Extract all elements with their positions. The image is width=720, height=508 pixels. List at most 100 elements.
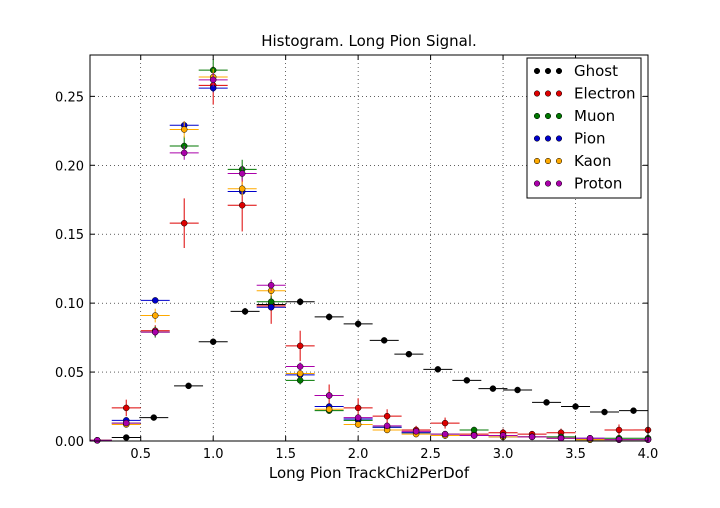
legend-label: Pion bbox=[574, 130, 606, 148]
legend-marker bbox=[533, 157, 541, 165]
data-point bbox=[238, 185, 246, 192]
data-point bbox=[463, 377, 471, 384]
data-point bbox=[470, 426, 478, 434]
data-point bbox=[180, 219, 188, 227]
legend-marker bbox=[555, 157, 563, 165]
x-tick-label: 4.0 bbox=[638, 447, 659, 462]
data-point bbox=[325, 406, 333, 413]
legend-marker bbox=[533, 180, 541, 187]
y-tick-label: 0.25 bbox=[55, 90, 84, 105]
data-point bbox=[180, 126, 188, 133]
tick-layer: 0.5 1.0 1.5 2.0 2.5 3.0 3.5 4.0 0.00 0.05 0.10 0.15… bbox=[55, 55, 658, 462]
data-point bbox=[380, 337, 388, 344]
data-point bbox=[543, 399, 550, 406]
data-point bbox=[412, 428, 420, 435]
data-point bbox=[354, 404, 362, 412]
legend-marker bbox=[555, 67, 563, 75]
data-point bbox=[122, 404, 130, 412]
data-layer bbox=[90, 59, 652, 444]
data-point bbox=[267, 281, 275, 289]
legend-marker bbox=[555, 135, 563, 142]
data-point bbox=[238, 202, 246, 209]
legend: Ghost Electron Muon Pion Kaon Proton bbox=[526, 57, 642, 199]
data-point bbox=[557, 434, 565, 442]
legend-marker bbox=[555, 180, 563, 187]
x-tick-label: 1.5 bbox=[275, 447, 296, 462]
legend-label: Kaon bbox=[574, 152, 611, 170]
data-point bbox=[528, 433, 536, 441]
data-point bbox=[122, 434, 130, 441]
legend-marker bbox=[533, 112, 541, 120]
data-point bbox=[238, 170, 246, 177]
data-point bbox=[241, 308, 249, 315]
y-tick-label: 0.15 bbox=[55, 228, 84, 243]
data-point bbox=[489, 385, 497, 392]
data-point bbox=[122, 419, 130, 427]
data-point bbox=[267, 304, 275, 311]
legend-marker bbox=[533, 135, 541, 142]
legend-label: Proton bbox=[574, 175, 622, 193]
legend-label: Ghost bbox=[574, 62, 618, 80]
data-point bbox=[267, 298, 275, 306]
data-point bbox=[296, 298, 304, 306]
data-point bbox=[615, 426, 623, 434]
legend-marker bbox=[555, 90, 563, 97]
data-point bbox=[441, 419, 449, 427]
x-tick-label: 2.0 bbox=[348, 447, 369, 462]
x-tick-label: 3.5 bbox=[565, 447, 586, 462]
data-point bbox=[325, 392, 333, 399]
data-point bbox=[151, 328, 159, 336]
data-point bbox=[150, 414, 158, 421]
data-point bbox=[296, 342, 304, 350]
legend-marker bbox=[544, 135, 552, 142]
x-tick-label: 2.5 bbox=[420, 447, 441, 462]
data-point bbox=[354, 414, 362, 421]
data-point bbox=[586, 434, 594, 442]
x-axis-label: Long Pion TrackChi2PerDof bbox=[269, 464, 470, 482]
data-point bbox=[325, 313, 333, 321]
data-point bbox=[296, 370, 304, 377]
legend-marker bbox=[533, 67, 541, 75]
legend-label: Electron bbox=[574, 85, 636, 103]
legend-box bbox=[526, 57, 642, 199]
data-point bbox=[470, 432, 478, 439]
legend-marker bbox=[544, 90, 552, 97]
chart-title: Histogram. Long Pion Signal. bbox=[261, 32, 477, 50]
data-point bbox=[383, 412, 391, 420]
data-point bbox=[354, 320, 362, 328]
legend-marker bbox=[544, 112, 552, 120]
data-point bbox=[405, 350, 413, 358]
data-point bbox=[572, 403, 579, 410]
legend-marker bbox=[544, 67, 552, 75]
y-tick-label: 0.10 bbox=[55, 297, 84, 312]
data-point bbox=[441, 430, 449, 438]
data-point bbox=[209, 338, 217, 345]
data-point bbox=[434, 366, 442, 373]
data-point bbox=[514, 386, 521, 394]
data-point bbox=[93, 437, 101, 444]
data-point bbox=[209, 76, 217, 84]
plot-area-frame bbox=[89, 54, 649, 442]
legend-marker bbox=[533, 90, 541, 97]
data-point bbox=[630, 407, 637, 414]
data-point bbox=[151, 297, 159, 304]
x-tick-label: 3.0 bbox=[493, 447, 514, 462]
data-point bbox=[151, 312, 159, 319]
y-tick-label: 0.00 bbox=[55, 435, 84, 450]
data-point bbox=[180, 149, 188, 157]
y-tick-label: 0.05 bbox=[55, 366, 84, 381]
data-point bbox=[296, 363, 304, 370]
legend-marker bbox=[544, 157, 552, 165]
data-point bbox=[296, 377, 304, 384]
data-point bbox=[354, 421, 362, 428]
data-point bbox=[615, 436, 623, 443]
legend-marker bbox=[544, 180, 552, 187]
x-tick-label: 1.0 bbox=[203, 447, 224, 462]
x-tick-label: 0.5 bbox=[130, 447, 151, 462]
y-tick-label: 0.20 bbox=[55, 159, 84, 174]
data-point bbox=[383, 422, 391, 430]
data-point bbox=[601, 408, 608, 416]
legend-label: Muon bbox=[574, 107, 615, 125]
